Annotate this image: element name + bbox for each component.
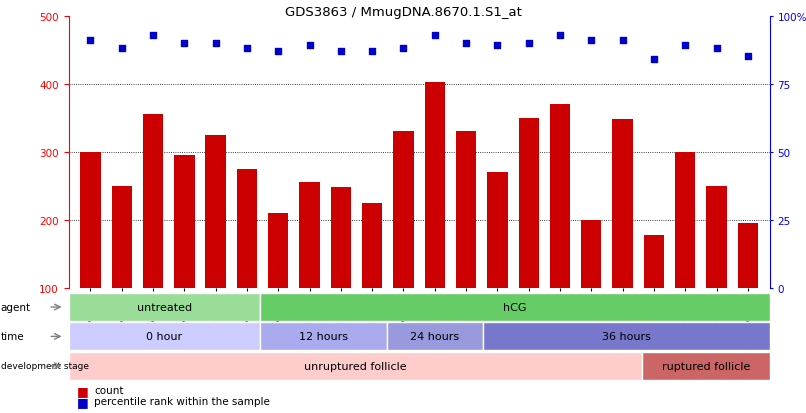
Bar (393, 132, 413, 288)
Point (334, 48, 347, 55)
Point (679, 43, 692, 50)
Point (428, 32, 441, 39)
Bar (362, 203, 382, 288)
Bar (69, 293, 260, 321)
Point (554, 32, 567, 39)
Point (210, 40, 222, 47)
Text: unruptured follicle: unruptured follicle (304, 361, 407, 371)
Bar (642, 352, 770, 380)
Bar (675, 152, 696, 288)
Bar (260, 293, 770, 321)
Bar (81, 152, 101, 288)
Bar (237, 169, 257, 288)
Point (742, 54, 754, 61)
Bar (69, 352, 642, 380)
Text: percentile rank within the sample: percentile rank within the sample (94, 396, 270, 406)
Text: 24 hours: 24 hours (410, 332, 459, 342)
Point (585, 38, 598, 44)
Bar (644, 235, 664, 288)
Point (647, 57, 660, 63)
Bar (706, 186, 727, 288)
Point (240, 46, 253, 52)
Text: hCG: hCG (503, 302, 526, 312)
Point (115, 46, 128, 52)
Text: untreated: untreated (136, 302, 192, 312)
Point (491, 43, 504, 50)
Point (272, 48, 285, 55)
Text: agent: agent (1, 302, 31, 312)
Text: ■: ■ (77, 384, 89, 397)
Bar (330, 188, 351, 288)
Bar (111, 186, 132, 288)
Bar (737, 223, 758, 288)
Text: ruptured follicle: ruptured follicle (662, 361, 750, 371)
Bar (581, 220, 601, 288)
Text: 12 hours: 12 hours (299, 332, 348, 342)
Bar (425, 82, 445, 288)
Point (459, 40, 472, 47)
Point (397, 46, 410, 52)
Text: development stage: development stage (1, 361, 89, 370)
Bar (456, 132, 476, 288)
Bar (268, 213, 289, 288)
Text: 0 hour: 0 hour (146, 332, 182, 342)
Bar (174, 156, 194, 288)
Text: count: count (94, 385, 124, 395)
Bar (387, 323, 483, 351)
Bar (483, 323, 770, 351)
Bar (550, 105, 570, 288)
Text: GDS3863 / MmugDNA.8670.1.S1_at: GDS3863 / MmugDNA.8670.1.S1_at (285, 6, 521, 19)
Text: time: time (1, 332, 24, 342)
Bar (518, 118, 539, 288)
Text: 36 hours: 36 hours (602, 332, 650, 342)
Bar (299, 183, 320, 288)
Point (303, 43, 316, 50)
Bar (613, 120, 633, 288)
Point (710, 46, 723, 52)
Point (84, 38, 97, 44)
Point (522, 40, 535, 47)
Bar (143, 115, 163, 288)
Bar (487, 173, 508, 288)
Bar (206, 135, 226, 288)
Bar (69, 323, 260, 351)
Point (616, 38, 629, 44)
Point (147, 32, 160, 39)
Text: ■: ■ (77, 395, 89, 408)
Point (366, 48, 379, 55)
Point (178, 40, 191, 47)
Bar (260, 323, 387, 351)
